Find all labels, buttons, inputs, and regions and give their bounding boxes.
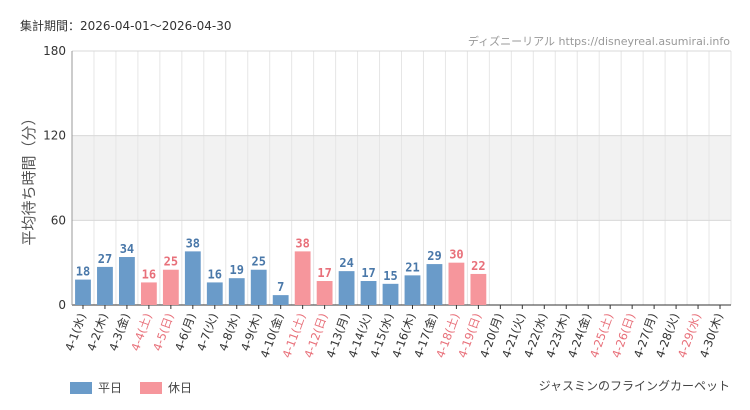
data-label: 24 [339, 256, 353, 270]
data-label: 22 [471, 259, 485, 273]
bar [404, 275, 421, 305]
bar [470, 273, 487, 305]
bar [119, 257, 135, 305]
bar [184, 251, 201, 305]
data-label: 7 [277, 280, 284, 294]
data-label: 30 [449, 248, 463, 262]
bar [316, 281, 333, 305]
data-label: 29 [427, 249, 441, 263]
legend-holiday-label: 休日 [168, 381, 193, 395]
data-label: 27 [98, 252, 112, 266]
source-credit: ディズニーリアル https://disneyreal.asumirai.inf… [467, 35, 730, 48]
bar [426, 264, 443, 305]
bar [250, 269, 267, 305]
data-label: 19 [230, 263, 244, 277]
legend-holiday: 休日 [140, 379, 192, 396]
data-label: 17 [361, 266, 375, 280]
bar [294, 251, 311, 305]
y-axis-label: 平均待ち時間（分） [20, 110, 38, 245]
bar [75, 279, 91, 305]
bar [448, 262, 465, 305]
legend: 平日 休日 [70, 379, 210, 396]
y-tick-label: 180 [43, 44, 66, 58]
data-label: 15 [383, 269, 397, 283]
data-label: 38 [295, 236, 309, 250]
legend-weekday-swatch [70, 381, 92, 394]
y-tick-label: 120 [43, 129, 66, 143]
period-label: 集計期間：2026-04-01〜2026-04-30 [20, 19, 232, 33]
data-label: 38 [186, 236, 200, 250]
data-label: 16 [208, 267, 222, 281]
bar [338, 271, 355, 305]
data-label: 17 [317, 266, 331, 280]
legend-weekday: 平日 [70, 379, 122, 396]
bar [360, 281, 377, 305]
data-label: 18 [76, 265, 90, 279]
bar [97, 266, 113, 305]
data-label: 21 [405, 260, 419, 274]
y-tick-label: 0 [58, 298, 66, 312]
legend-holiday-swatch [140, 381, 163, 394]
y-tick-label: 60 [51, 213, 66, 227]
bar [206, 282, 223, 305]
bar [162, 269, 179, 305]
bar [228, 278, 245, 305]
bar [140, 282, 157, 305]
bar [382, 283, 399, 305]
data-label: 16 [142, 267, 156, 281]
data-label: 25 [164, 255, 178, 269]
data-label: 34 [120, 242, 134, 256]
attraction-name: ジャスミンのフライングカーペット [538, 379, 730, 393]
bar [272, 295, 289, 305]
legend-weekday-label: 平日 [98, 381, 123, 395]
data-label: 25 [251, 255, 265, 269]
